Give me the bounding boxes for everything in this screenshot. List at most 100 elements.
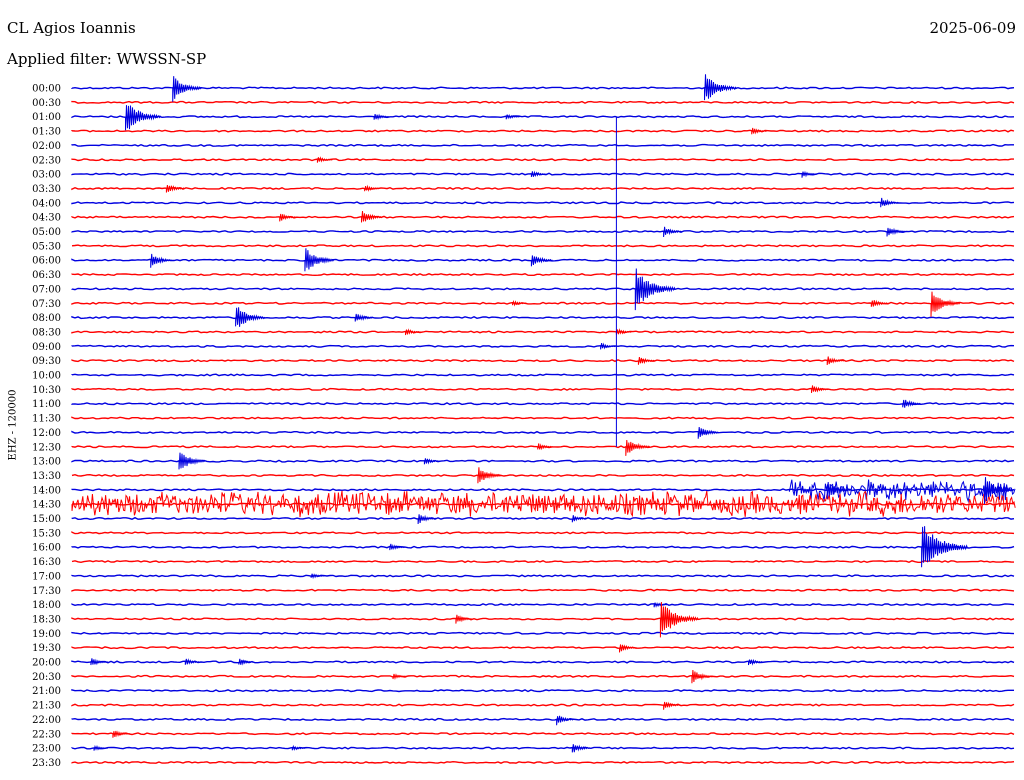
trace-line — [71, 387, 1015, 391]
time-tick-label: 21:30 — [32, 701, 61, 712]
event-waveform — [125, 105, 161, 131]
trace-lines — [71, 86, 1015, 764]
trace-line — [71, 273, 1015, 277]
time-tick-label: 12:00 — [32, 428, 61, 439]
event-waveform — [619, 644, 637, 653]
time-tick-label: 10:30 — [32, 385, 61, 396]
event-waveform — [615, 328, 632, 335]
event-waveform — [870, 299, 889, 307]
time-tick-label: 07:00 — [32, 284, 61, 295]
time-tick-label: 16:00 — [32, 543, 61, 554]
event-waveform — [238, 658, 255, 666]
event-waveform — [389, 543, 406, 551]
event-waveform — [423, 458, 440, 465]
trace-line — [71, 588, 1015, 592]
event-waveform — [150, 253, 172, 268]
event-waveform — [530, 170, 547, 178]
time-tick-label: 01:00 — [32, 112, 61, 123]
event-waveform — [826, 356, 845, 366]
time-tick-label: 17:30 — [32, 586, 61, 597]
time-labels: 00:00 00:30 01:00 01:30 02:00 02:30 03:00 03:30… — [32, 84, 61, 769]
trace-line — [71, 344, 1015, 348]
trace-line — [71, 229, 1014, 234]
event-waveform — [530, 255, 553, 267]
event-marks — [71, 74, 1016, 753]
trace-line — [71, 574, 1015, 578]
trace-line — [71, 473, 1015, 477]
event-waveform — [291, 744, 307, 751]
trace-line — [71, 373, 1015, 377]
time-tick-label: 22:30 — [32, 729, 61, 740]
event-waveform — [316, 156, 333, 163]
trace-line — [71, 631, 1015, 635]
event-waveform — [477, 467, 503, 484]
time-tick-label: 08:30 — [32, 327, 61, 338]
time-tick-label: 09:30 — [32, 356, 61, 367]
time-tick-label: 20:00 — [32, 658, 61, 669]
event-waveform — [392, 673, 408, 680]
time-tick-label: 18:30 — [32, 614, 61, 625]
event-waveform — [811, 385, 829, 393]
event-waveform — [663, 701, 681, 710]
event-waveform — [886, 227, 906, 237]
event-waveform — [751, 127, 767, 135]
trace-line — [71, 143, 1014, 147]
trace-line — [71, 603, 1015, 607]
time-tick-label: 23:30 — [32, 758, 61, 769]
time-tick-label: 15:00 — [32, 514, 61, 525]
time-tick-label: 04:00 — [32, 198, 61, 209]
filter-label: Applied filter: WWSSN-SP — [7, 50, 207, 68]
event-waveform — [364, 184, 380, 192]
event-waveform — [556, 715, 575, 726]
time-tick-label: 04:30 — [32, 213, 61, 224]
event-waveform — [921, 526, 969, 568]
event-waveform — [512, 299, 527, 307]
trace-line — [71, 545, 1015, 549]
event-waveform — [634, 268, 676, 311]
trace-line — [71, 416, 1015, 420]
trace-line — [71, 430, 1015, 434]
trace-line — [71, 301, 1015, 305]
time-tick-label: 19:30 — [32, 643, 61, 654]
time-tick-label: 23:00 — [32, 744, 61, 755]
date-label: 2025-06-09 — [929, 19, 1016, 37]
event-waveform — [279, 213, 297, 222]
time-tick-label: 06:30 — [32, 270, 61, 281]
trace-line — [71, 115, 1015, 119]
trace-line — [71, 732, 1015, 736]
event-waveform — [697, 426, 720, 439]
event-waveform — [571, 515, 588, 523]
trace-line — [71, 688, 1014, 693]
time-tick-label: 08:00 — [32, 313, 61, 324]
time-tick-label: 00:00 — [32, 84, 61, 95]
time-tick-label: 03:30 — [32, 184, 61, 195]
time-tick-label: 03:00 — [32, 170, 61, 181]
time-tick-label: 22:00 — [32, 715, 61, 726]
event-waveform — [600, 342, 616, 350]
event-waveform — [304, 248, 335, 272]
trace-line — [71, 287, 1015, 291]
time-tick-label: 14:00 — [32, 485, 61, 496]
event-waveform — [902, 399, 921, 408]
time-tick-label: 01:30 — [32, 127, 61, 138]
time-tick-label: 09:00 — [32, 342, 61, 353]
event-waveform — [178, 452, 206, 470]
event-waveform — [373, 113, 390, 121]
event-waveform — [505, 114, 521, 120]
event-waveform — [930, 291, 961, 317]
trace-line — [71, 660, 1015, 664]
time-tick-label: 13:30 — [32, 471, 61, 482]
event-waveform — [659, 601, 699, 638]
trace-line — [71, 646, 1015, 650]
trace-line — [71, 760, 1015, 764]
time-tick-label: 11:00 — [32, 399, 61, 410]
time-tick-label: 19:00 — [32, 629, 61, 640]
time-tick-label: 02:30 — [32, 155, 61, 166]
time-tick-label: 05:30 — [32, 241, 61, 252]
trace-line — [71, 703, 1015, 707]
time-tick-label: 05:00 — [32, 227, 61, 238]
event-waveform — [663, 226, 682, 238]
event-waveform — [90, 658, 109, 666]
time-tick-label: 02:00 — [32, 141, 61, 152]
trace-line — [71, 560, 1015, 564]
